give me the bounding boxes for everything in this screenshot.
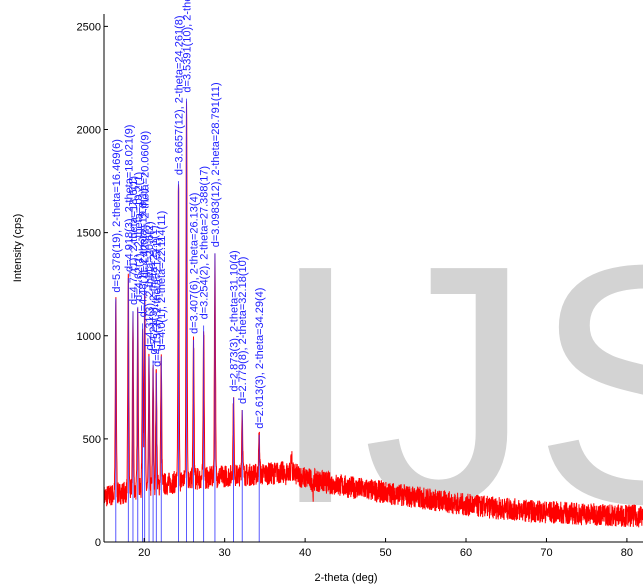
y-tick-label: 1000 (77, 331, 101, 343)
y-tick-label: 2000 (77, 125, 101, 137)
peak-label: d=4.13(3), 2-theta=21.5(1) (151, 238, 163, 367)
x-tick-label: 60 (460, 547, 472, 559)
x-tick-label: 20 (138, 547, 150, 559)
peak-label: d=4.77(1), 2-theta=18.6(1) (128, 176, 140, 305)
peak-label: d=4.21(3), 2-theta=21.1(1) (148, 225, 160, 354)
peak-label: d=4.48(1), 2-theta=19.8(1) (138, 188, 150, 317)
x-tick-label: 80 (621, 547, 633, 559)
peak-label: d=4.423(2), 2-theta=20.060(9) (140, 131, 152, 278)
x-tick-label: 70 (540, 547, 552, 559)
peak-label: d=2.873(3), 2-theta=31.10(4) (229, 250, 241, 391)
x-tick-label: 40 (299, 547, 311, 559)
peak-label: d=3.6657(12), 2-theta=24.261(8) (174, 15, 186, 175)
y-tick-label: 1500 (77, 228, 101, 240)
x-tick-label: 30 (219, 547, 231, 559)
peak-label: d=4.918(3), 2-theta=18.021(9) (123, 125, 135, 272)
y-axis-title: Intensity (cps) (12, 214, 24, 282)
peak-label: d=3.0983(12), 2-theta=28.791(11) (210, 82, 222, 247)
peak-label: d=5.378(19), 2-theta=16.469(6) (111, 139, 123, 293)
peak-label: d=3.254(2), 2-theta=27.388(17) (199, 166, 211, 320)
y-tick-label: 2500 (77, 21, 101, 33)
peak-label: d=4.31(3), 2-theta=20.6(2) (144, 221, 156, 350)
peak-label: d=2.613(3), 2-theta=34.29(4) (254, 288, 266, 429)
x-axis-title: 2-theta (deg) (315, 572, 378, 584)
peak-label: d=2.779(8), 2-theta=32.18(10) (237, 257, 249, 404)
peak-label: d=4.0(1), 2-theta=22.114(11) (156, 211, 168, 351)
y-tick-label: 0 (95, 537, 101, 549)
x-tick-label: 50 (379, 547, 391, 559)
peak-label: d=3.5391(10), 2-theta=25.25 (182, 0, 194, 93)
peak-label: d=3.407(6), 2-theta=26.13(4) (189, 193, 201, 334)
peak-annotations: d=5.378(19), 2-theta=16.469(6) d=4.918(3)… (111, 0, 266, 542)
y-tick-label: 500 (83, 434, 101, 446)
peak-label: d=4.62(1), 2-theta=19.2(1) (133, 172, 145, 301)
axes: 0 500 1000 1500 2000 2500 20 30 40 50 60 70 80 (77, 14, 643, 559)
